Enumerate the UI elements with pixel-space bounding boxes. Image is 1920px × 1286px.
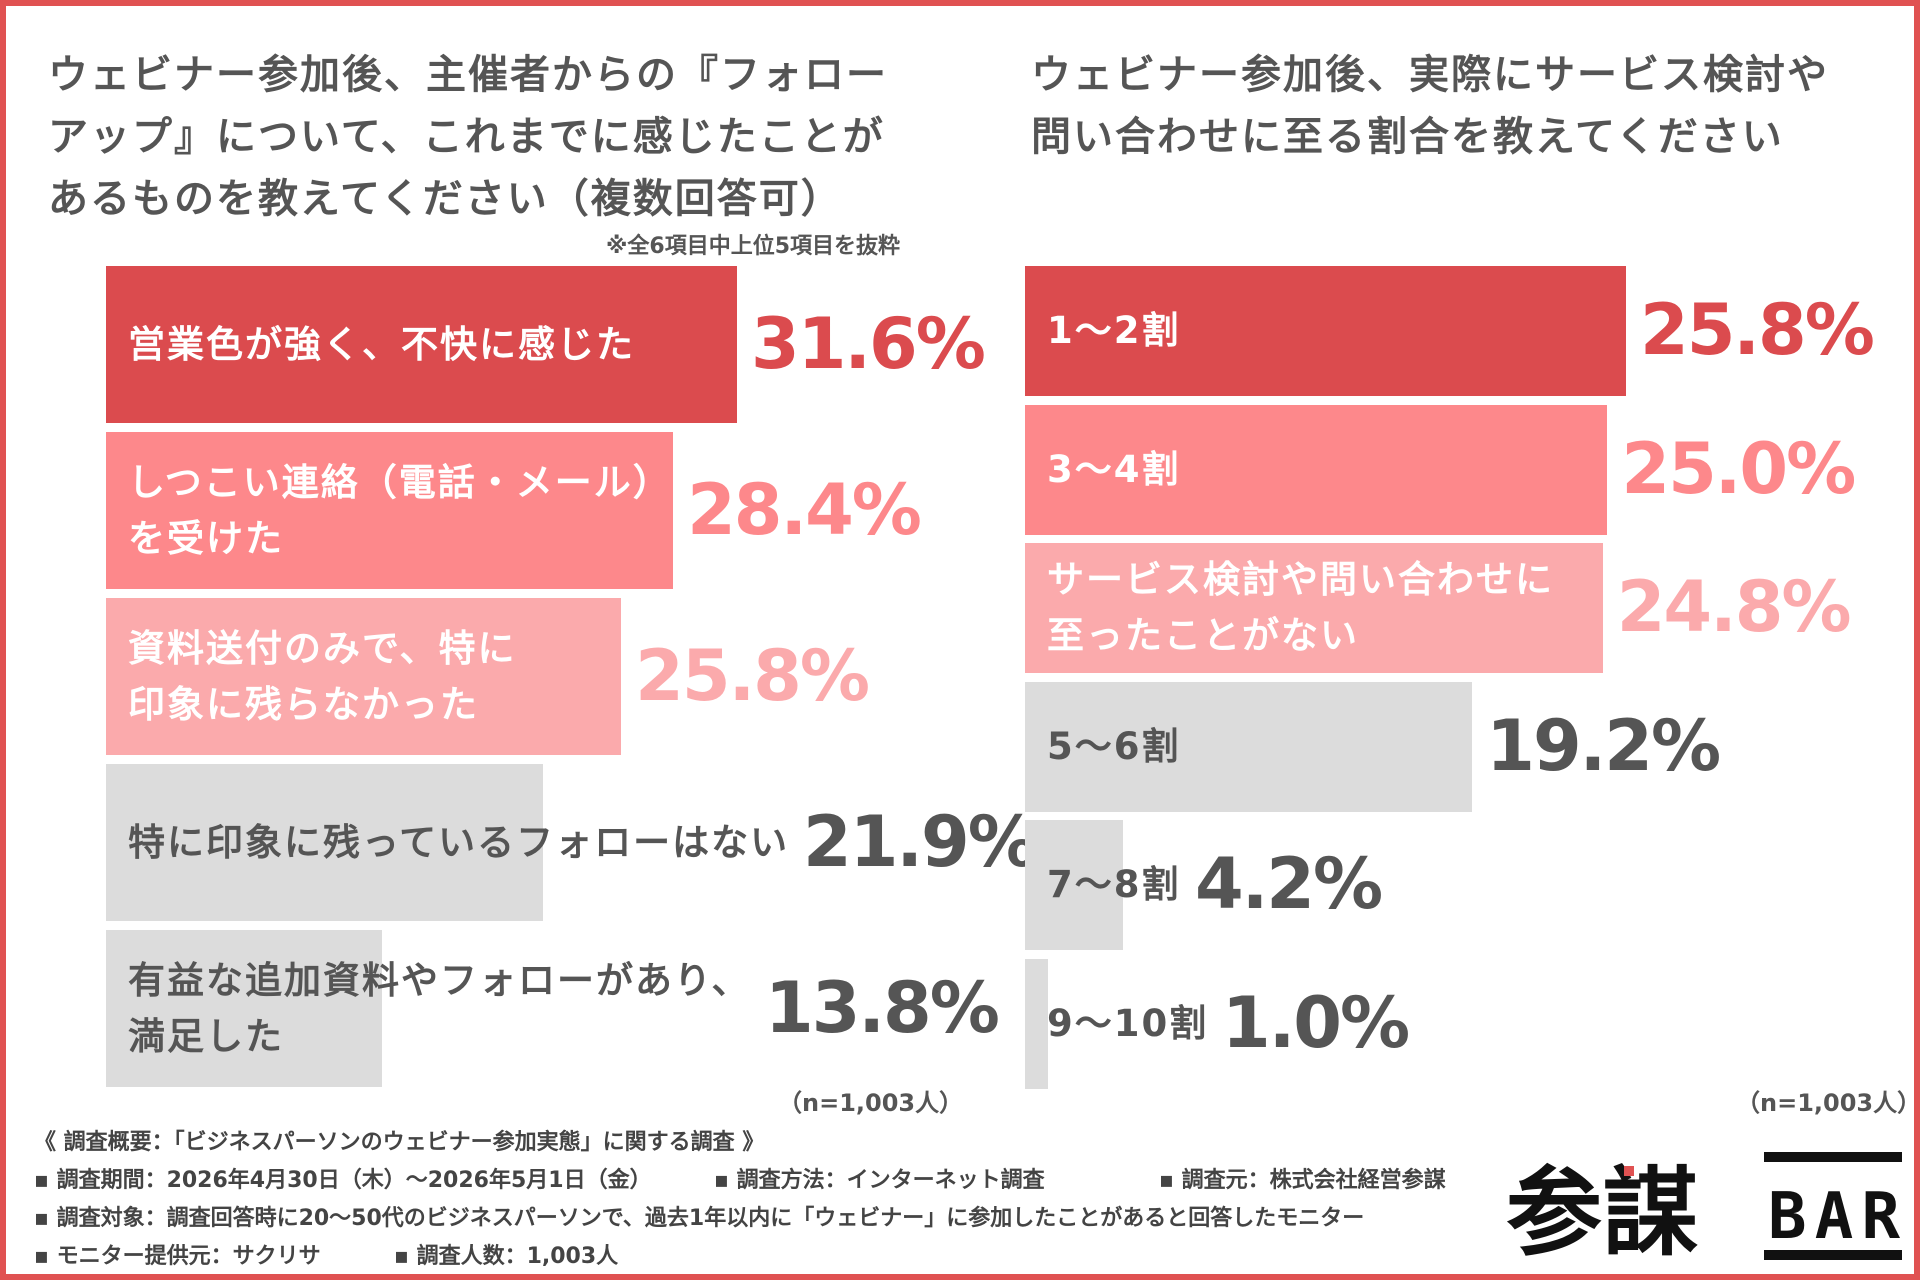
bar-label-6: 9～10割 (1047, 1001, 1209, 1045)
bar-value-4: 21.9% (803, 800, 1038, 883)
bar-value-2: 25.0% (1621, 427, 1856, 510)
bar-label-3: サービス検討や問い合わせに 至ったことがない (1047, 558, 1554, 657)
bar-value-3: 25.8% (635, 634, 870, 717)
bar-1 (1025, 266, 1626, 396)
bar-label-4: 特に印象に残っているフォローはない (128, 820, 790, 864)
bar-4 (1025, 681, 1473, 812)
bar-3 (1025, 543, 1603, 673)
bar-2 (1025, 404, 1608, 535)
bar-4 (106, 764, 544, 921)
logo-latin: BAR (1768, 1180, 1900, 1254)
logo-accent-mark (1624, 1166, 1634, 1176)
bar-value-1: 31.6% (751, 302, 986, 385)
bar-value-6: 1.0% (1222, 981, 1410, 1064)
survey-count: ▪ 調査人数：1,003人 (394, 1244, 619, 1269)
left-chart-title: ウェビナー参加後、主催者からの『フォロー アップ』について、これまでに感じたことが… (48, 52, 888, 222)
survey-period: ▪ 調査期間：2026年4月30日（木）～2026年5月1日（金） (34, 1168, 652, 1193)
bar-3 (106, 598, 622, 755)
bar-label-1: 1～2割 (1047, 309, 1181, 352)
survey-heading: 《 調査概要：「ビジネスパーソンのウェビナー参加実態」に関する調査 》 (34, 1130, 765, 1155)
bar-2 (106, 432, 674, 589)
survey-organizer: ▪ 調査元：株式会社経営参謀 (1159, 1168, 1446, 1193)
left-sample-size: （n=1,003人） (778, 1089, 964, 1117)
bar-value-3: 24.8% (1616, 566, 1852, 648)
bar-label-3: 資料送付のみで、特に 印象に残らなかった (128, 626, 517, 726)
right-chart-title: ウェビナー参加後、実際にサービス検討や 問い合わせに至る割合を教えてください (1031, 52, 1829, 160)
logo-kanji: 参謀 (1506, 1157, 1698, 1266)
survey-row-1: ▪ 調査期間：2026年4月30日（木）～2026年5月1日（金） ▪ 調査方法… (34, 1162, 1494, 1200)
bar-value-5: 4.2% (1195, 843, 1383, 925)
right-bar-chart: 1～2割 25.8% 3～4割 25.0% サービス検討や問い合わせに 至ったことがない… (6, 6, 1920, 1286)
bar-label-2: しつこい連絡（電話・メール） を受けた (128, 460, 672, 560)
bar-5 (1025, 820, 1123, 950)
survey-target: ▪ 調査対象：調査回答時に20～50代のビジネスパーソンで、過去1年以内に「ウェ… (34, 1206, 1365, 1231)
survey-row-3: ▪ モニター提供元：サクリサ ▪ 調査人数：1,003人 (34, 1238, 1494, 1276)
bar-label-5: 7～8割 (1047, 863, 1181, 906)
bar-label-2: 3～4割 (1047, 447, 1181, 491)
bar-6 (1025, 958, 1049, 1089)
bar-value-4: 19.2% (1486, 704, 1721, 787)
survey-method: ▪ 調査方法：インターネット調査 (714, 1168, 1045, 1193)
bar-value-5: 13.8% (765, 966, 1000, 1049)
left-chart-note: ※全6項目中上位5項目を抜粋 (606, 234, 901, 259)
right-sample-size: （n=1,003人） (1736, 1089, 1920, 1117)
survey-summary: 《 調査概要：「ビジネスパーソンのウェビナー参加実態」に関する調査 》 ▪ 調査… (34, 1124, 1494, 1276)
bar-label-1: 営業色が強く、不快に感じた (128, 322, 635, 366)
bar-label-5: 有益な追加資料やフォローがあり、 満足した (128, 958, 751, 1058)
bar-5 (106, 930, 382, 1087)
bar-value-1: 25.8% (1640, 289, 1875, 371)
bar-label-4: 5～6割 (1047, 724, 1181, 768)
bar-value-2: 28.4% (687, 468, 922, 551)
survey-provider: ▪ モニター提供元：サクリサ (34, 1244, 321, 1269)
bar-1 (106, 266, 737, 423)
sanbou-bar-logo: 参謀 BAR (1506, 1152, 1902, 1266)
logo-top-rule (1764, 1152, 1902, 1162)
logo-bottom-rule (1764, 1250, 1902, 1260)
left-bar-chart: 営業色が強く、不快に感じた 31.6% しつこい連絡（電話・メール） を受けた 28.… (6, 6, 1920, 1286)
